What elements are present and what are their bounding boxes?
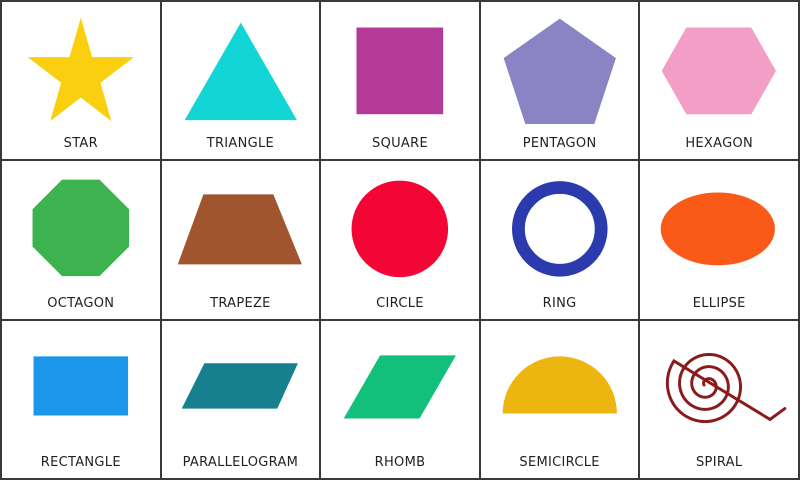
circle-icon	[321, 161, 479, 283]
shape-card-square: SQUARE	[321, 2, 479, 160]
pentagon-icon	[481, 2, 639, 124]
shape-card-hexagon: HEXAGON	[640, 2, 798, 160]
shape-label-octagon: OCTAGON	[47, 295, 115, 311]
rectangle-icon	[2, 321, 160, 443]
shape-card-triangle: TRIANGLE	[161, 2, 320, 160]
shape-card-pentagon: PENTAGON	[480, 2, 639, 160]
spiral-icon	[640, 321, 798, 443]
hexagon-icon	[640, 2, 798, 124]
shape-card-trapeze: TRAPEZE	[161, 161, 320, 319]
shape-label-spiral: SPIRAL	[696, 454, 743, 470]
shape-label-trapeze: TRAPEZE	[210, 295, 271, 311]
shape-label-pentagon: PENTAGON	[522, 136, 597, 152]
semicircle-icon	[481, 321, 639, 443]
shape-card-parallelogram: PARALLELOGRAM	[161, 320, 320, 478]
shape-label-rhomb: RHOMB	[374, 454, 426, 470]
shape-card-ellipse: ELLIPSE	[640, 161, 798, 319]
shape-card-circle: CIRCLE	[321, 161, 479, 319]
shape-card-octagon: OCTAGON	[2, 161, 160, 319]
parallelogram-icon	[162, 321, 320, 443]
square-shape	[356, 27, 444, 115]
square-icon	[321, 2, 479, 124]
shape-label-star: STAR	[63, 136, 98, 152]
semicircle-shape	[502, 356, 617, 414]
circle-shape	[351, 180, 449, 278]
shape-label-triangle: TRIANGLE	[206, 136, 275, 152]
triangle-icon	[162, 2, 320, 124]
shape-label-parallelogram: PARALLELOGRAM	[182, 454, 299, 470]
shape-label-semicircle: SEMICIRCLE	[519, 454, 600, 470]
shape-label-circle: CIRCLE	[376, 295, 424, 311]
shape-label-rectangle: RECTANGLE	[40, 454, 121, 470]
ring-shape	[511, 181, 608, 277]
ellipse-shape	[661, 192, 776, 266]
ring-icon	[481, 161, 639, 283]
shape-card-spiral: SPIRAL	[640, 320, 798, 478]
shape-card-semicircle: SEMICIRCLE	[480, 320, 639, 478]
shape-card-ring: RING	[480, 161, 639, 319]
rectangle-shape	[33, 356, 129, 416]
shape-card-star: STAR	[2, 2, 160, 160]
shape-label-hexagon: HEXAGON	[685, 136, 754, 152]
rhomb-shape	[343, 355, 457, 419]
shape-label-ring: RING	[542, 295, 577, 311]
pentagon-shape	[503, 18, 616, 124]
shape-card-rectangle: RECTANGLE	[2, 320, 160, 478]
shape-label-square: SQUARE	[372, 136, 428, 152]
shape-card-rhomb: RHOMB	[321, 320, 479, 478]
ellipse-icon	[640, 161, 798, 283]
trapeze-shape	[177, 194, 302, 265]
star-shape	[27, 17, 134, 122]
rhomb-icon	[321, 321, 479, 443]
parallelogram-shape	[181, 362, 298, 409]
hexagon-shape	[662, 27, 777, 115]
trapeze-icon	[162, 161, 320, 283]
triangle-shape	[184, 22, 297, 121]
octagon-shape	[32, 179, 130, 277]
shape-label-ellipse: ELLIPSE	[692, 295, 746, 311]
spiral-shape	[666, 352, 787, 423]
octagon-icon	[2, 161, 160, 283]
star-icon	[2, 2, 160, 124]
